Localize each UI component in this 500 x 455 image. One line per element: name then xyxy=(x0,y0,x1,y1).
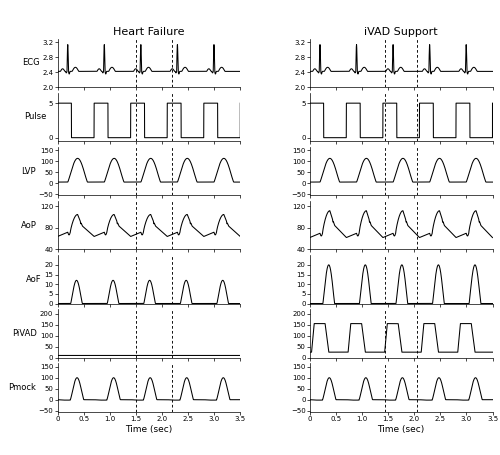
Title: Heart Failure: Heart Failure xyxy=(113,26,184,36)
Y-axis label: Pulse: Pulse xyxy=(24,112,46,121)
Y-axis label: AoP: AoP xyxy=(22,221,37,230)
Y-axis label: Pmock: Pmock xyxy=(8,383,36,392)
Y-axis label: ECG: ECG xyxy=(22,58,40,67)
Title: iVAD Support: iVAD Support xyxy=(364,26,438,36)
Y-axis label: AoF: AoF xyxy=(26,275,42,284)
X-axis label: Time (sec): Time (sec) xyxy=(126,425,172,434)
Y-axis label: PiVAD: PiVAD xyxy=(12,329,37,338)
Y-axis label: LVP: LVP xyxy=(21,167,36,176)
X-axis label: Time (sec): Time (sec) xyxy=(378,425,424,434)
